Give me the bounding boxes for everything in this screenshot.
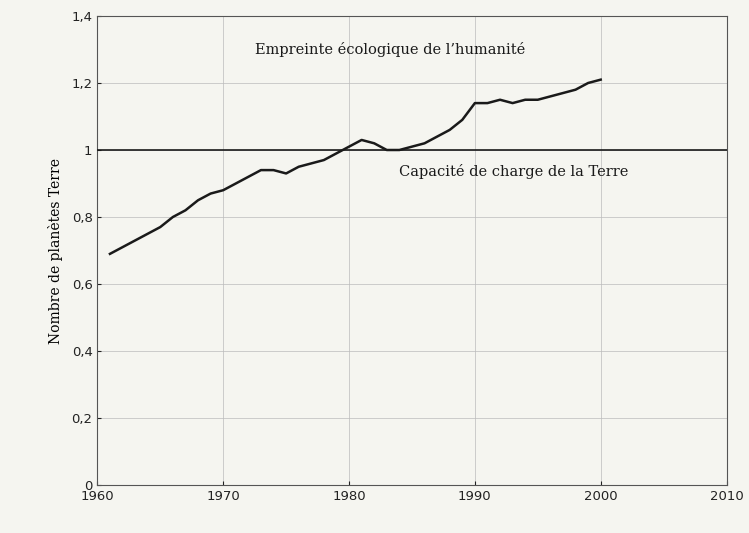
- Y-axis label: Nombre de planètes Terre: Nombre de planètes Terre: [48, 158, 63, 343]
- Text: Empreinte écologique de l’humanité: Empreinte écologique de l’humanité: [255, 42, 525, 57]
- Text: Capacité de charge de la Terre: Capacité de charge de la Terre: [399, 164, 628, 179]
